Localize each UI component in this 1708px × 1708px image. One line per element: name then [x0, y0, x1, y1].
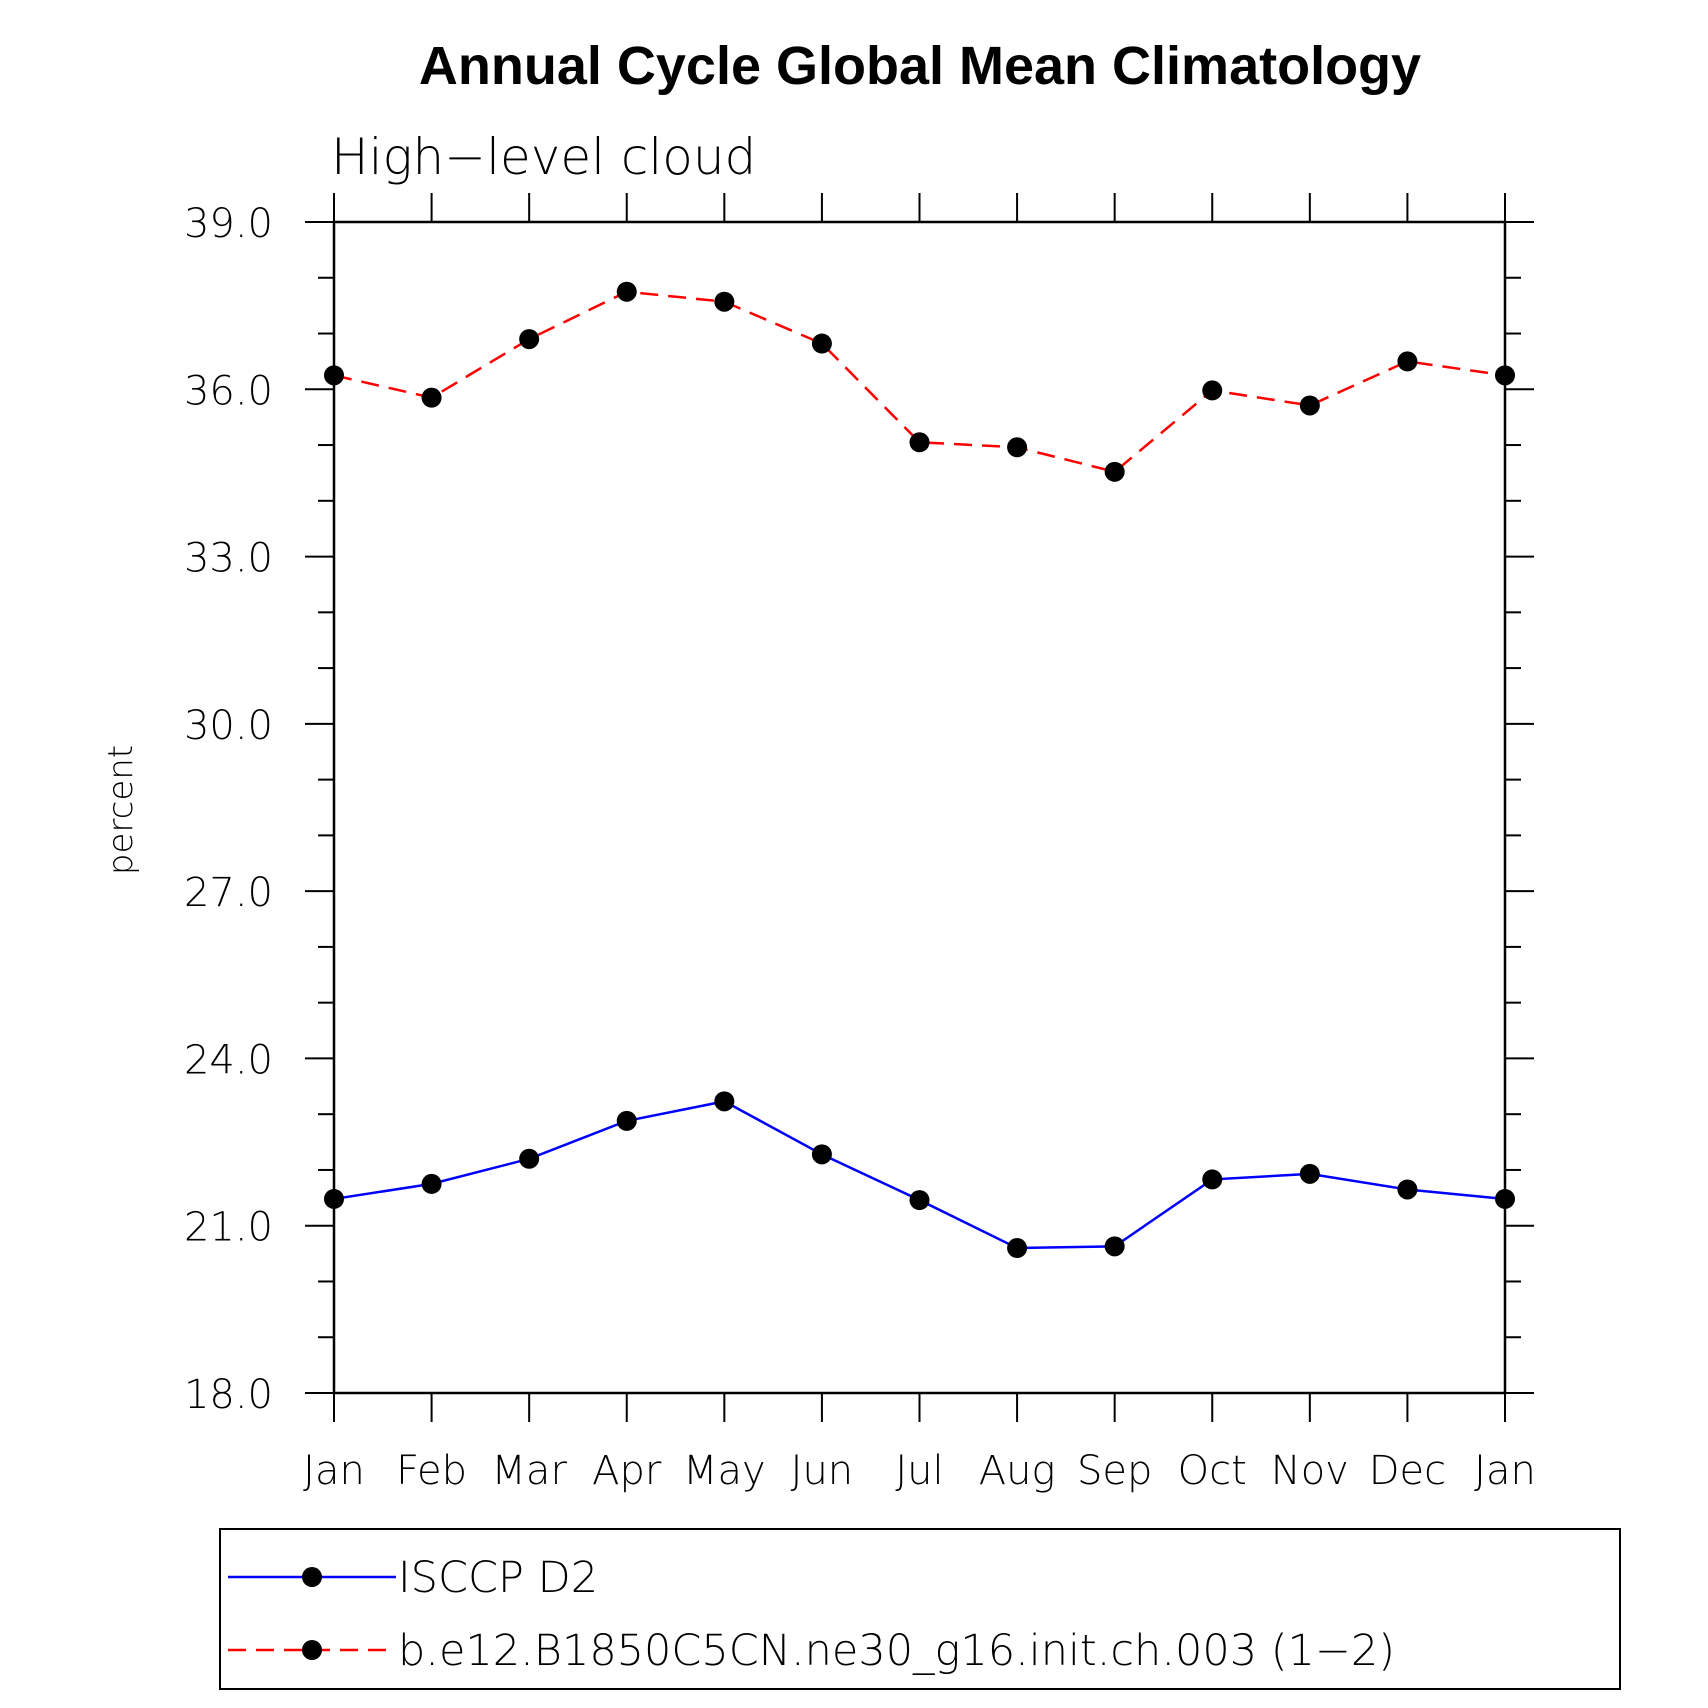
legend-marker: [302, 1567, 322, 1587]
data-point: [1299, 395, 1320, 416]
x-tick-label: Mar: [491, 1448, 567, 1494]
x-tick-label: Apr: [592, 1448, 662, 1494]
data-point: [616, 1110, 637, 1131]
x-tick-label: Oct: [1178, 1448, 1247, 1494]
legend-label: b.e12.B1850C5CN.ne30_g16.init.ch.003 (1−…: [398, 1626, 1395, 1676]
data-point: [714, 1091, 735, 1112]
data-point: [1397, 351, 1418, 372]
plot-axes: 18.0 21.0 24.0 27.0 30.0 33.0 36.0 39.0 Jan Feb Ma…: [184, 193, 1536, 1494]
x-tick-label: Dec: [1369, 1448, 1446, 1494]
plot-frame: [332, 220, 1507, 1395]
legend-box: [219, 1528, 1621, 1690]
x-tick-label: Jan: [1474, 1448, 1536, 1494]
legend-marker: [302, 1640, 322, 1660]
y-tick-label: 39.0: [184, 201, 273, 247]
data-point: [519, 329, 540, 350]
chart-title: Annual Cycle Global Mean Climatology: [419, 36, 1421, 96]
x-tick-label: May: [683, 1448, 766, 1494]
chart-subtitle: High−level cloud: [331, 128, 756, 186]
data-point: [1202, 1169, 1223, 1190]
y-tick-label: 18.0: [184, 1372, 273, 1418]
series-layer: [324, 281, 1515, 1259]
data-point: [909, 1190, 930, 1211]
series-line: [333, 1100, 1506, 1250]
data-point: [1397, 1179, 1418, 1200]
data-point: [1007, 1238, 1028, 1259]
data-point: [1495, 365, 1515, 386]
data-point: [714, 291, 735, 312]
x-tick-label: Nov: [1271, 1448, 1349, 1494]
data-point: [909, 432, 930, 453]
data-point: [1202, 380, 1223, 401]
data-point: [811, 1144, 832, 1165]
x-tick-label: Jul: [895, 1448, 943, 1494]
data-point: [324, 1188, 344, 1209]
data-point: [1495, 1188, 1515, 1209]
legend: ISCCP D2 b.e12.B1850C5CN.ne30_g16.init.ch…: [219, 1528, 1621, 1690]
y-tick-label: 27.0: [184, 870, 273, 916]
legend-label: ISCCP D2: [398, 1553, 598, 1603]
data-point: [324, 365, 344, 386]
series-2: [324, 281, 1515, 482]
x-tick-label: Sep: [1077, 1448, 1152, 1494]
y-tick-label: 33.0: [184, 536, 273, 582]
data-point: [421, 1173, 442, 1194]
data-point: [1104, 1236, 1125, 1257]
x-tick-label: Jun: [791, 1448, 854, 1494]
data-point: [519, 1148, 540, 1169]
x-tick-label: Jan: [303, 1448, 365, 1494]
x-tick-label: Aug: [979, 1448, 1056, 1494]
data-point: [1104, 461, 1125, 482]
y-tick-label: 21.0: [184, 1205, 273, 1251]
y-axis-label: percent: [101, 745, 141, 875]
data-point: [811, 333, 832, 354]
y-tick-label: 24.0: [184, 1037, 273, 1083]
data-point: [421, 387, 442, 408]
data-point: [616, 281, 637, 302]
data-point: [1007, 437, 1028, 458]
y-tick-label: 30.0: [184, 703, 273, 749]
y-tick-label: 36.0: [184, 368, 273, 414]
data-point: [1299, 1163, 1320, 1184]
series-1: [324, 1091, 1515, 1259]
x-tick-label: Feb: [396, 1448, 467, 1494]
